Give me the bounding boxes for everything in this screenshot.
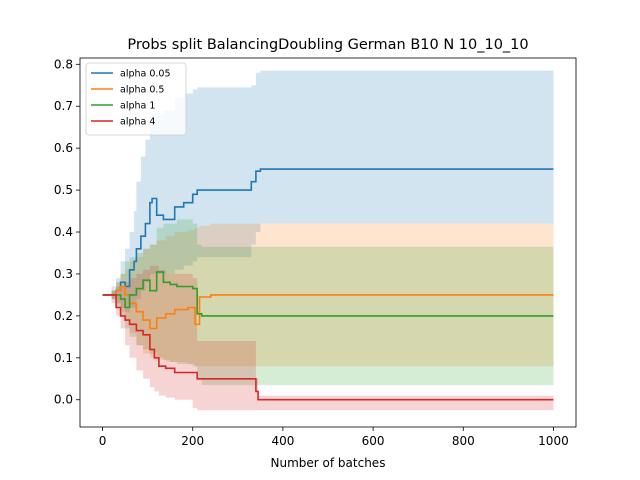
y-tick-label: 0.3 [54,267,73,281]
chart-title: Probs split BalancingDoubling German B10… [127,37,528,53]
x-tick-label: 200 [181,434,204,448]
legend-label: alpha 0.5 [120,85,164,96]
series-line-2 [102,271,554,317]
series-line-1 [102,285,554,330]
x-tick-label: 400 [271,434,294,448]
y-tick-label: 0.6 [54,141,73,155]
plot-frame [79,57,577,428]
legend-box [85,62,187,136]
series-line-3 [102,294,554,401]
band-3 [102,265,554,411]
y-tick-label: 0.5 [54,183,73,197]
y-tick-label: 0.7 [54,99,73,113]
y-tick-label: 0.0 [54,393,73,407]
legend-label: alpha 0.05 [120,69,171,80]
x-axis-label: Number of batches [271,456,386,470]
y-tick-label: 0.1 [54,351,73,365]
legend-label: alpha 4 [120,117,155,128]
band-2 [102,219,554,386]
series-line-0 [102,168,554,296]
x-tick-label: 800 [452,434,475,448]
legend: alpha 0.05 alpha 0.5 alpha 1 alpha 4 [85,62,187,136]
x-tick-label: 0 [99,434,107,448]
x-tick-label: 600 [362,434,385,448]
y-tick-label: 0.2 [54,309,73,323]
y-tick-label: 0.4 [54,225,73,239]
band-0 [102,70,554,312]
y-tick-label: 0.8 [54,57,73,71]
x-tick-label: 1000 [538,434,569,448]
legend-label: alpha 1 [120,101,155,112]
